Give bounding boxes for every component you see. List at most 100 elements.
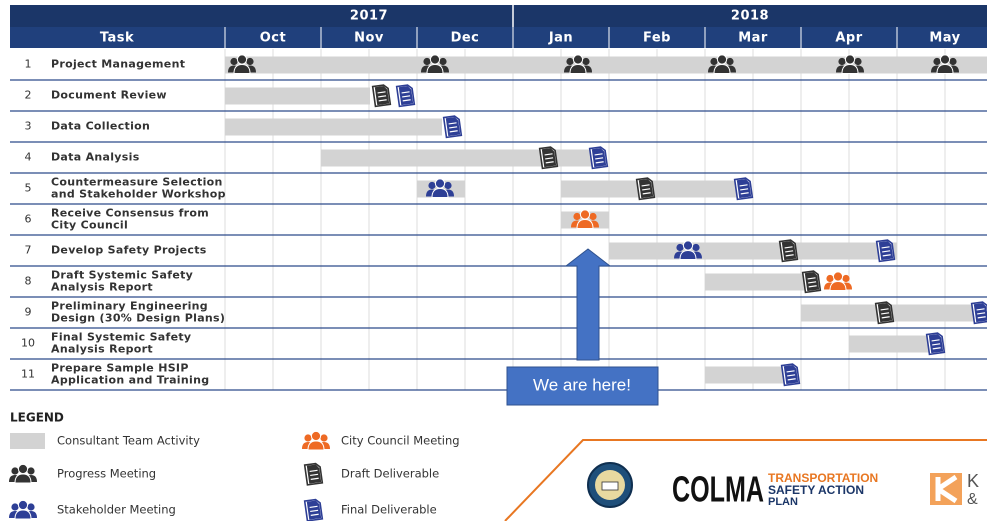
icon-head xyxy=(444,181,452,190)
icon-head xyxy=(236,54,248,65)
logo-subtitle: SAFETY ACTION xyxy=(768,483,864,497)
task-name: Preliminary Engineering xyxy=(51,300,208,313)
icon-head xyxy=(246,57,254,66)
icon-line xyxy=(808,285,817,288)
month-label: Nov xyxy=(354,31,384,46)
icon-body xyxy=(679,249,697,260)
icon-body xyxy=(713,63,731,74)
activity-bar xyxy=(801,304,987,322)
icon-head xyxy=(949,57,957,66)
icon-head xyxy=(320,434,328,442)
icon-head xyxy=(573,212,581,221)
icon-body xyxy=(569,63,587,74)
partner-k xyxy=(935,474,958,504)
icon-line xyxy=(310,513,319,516)
icon-line xyxy=(808,281,817,284)
deliverable-icon xyxy=(778,239,799,263)
legend-label: Draft Deliverable xyxy=(341,467,439,481)
year-label: 2018 xyxy=(731,9,769,24)
logo-name: COLMA xyxy=(672,469,764,510)
deliverable-icon xyxy=(538,146,559,170)
icon-line xyxy=(378,99,387,102)
partner-text: K xyxy=(967,471,979,491)
meeting-icon xyxy=(426,178,454,198)
task-name: Analysis Report xyxy=(51,343,153,356)
month-label: Jan xyxy=(548,31,573,46)
icon-line xyxy=(740,192,749,195)
month-row xyxy=(10,27,987,48)
icon-head xyxy=(710,57,718,66)
task-name: Develop Safety Projects xyxy=(51,244,207,257)
annotation-box xyxy=(506,366,659,406)
task-header: Task xyxy=(100,31,134,46)
activity-bar xyxy=(849,335,930,353)
icon-line xyxy=(882,254,891,257)
task-number: 6 xyxy=(25,213,32,226)
icon-line xyxy=(784,246,793,249)
icon-head xyxy=(939,54,951,65)
icon-head xyxy=(27,503,35,511)
meeting-icon xyxy=(302,430,330,451)
activity-bar xyxy=(225,118,442,136)
logo-frame xyxy=(504,439,987,521)
activity-bar xyxy=(609,242,897,260)
icon-line xyxy=(881,246,890,249)
icon-line xyxy=(880,308,889,311)
month-label: Mar xyxy=(738,31,768,46)
deliverable-icon xyxy=(395,84,416,108)
deliverable-icon xyxy=(442,115,463,139)
icon-line xyxy=(977,316,986,319)
task-number: 1 xyxy=(25,58,32,71)
deliverable-icon xyxy=(925,332,946,356)
month-label: Apr xyxy=(835,31,862,46)
task-name: Project Management xyxy=(51,58,185,71)
legend-label: Final Deliverable xyxy=(341,503,437,517)
icons xyxy=(228,54,987,387)
task-number: 5 xyxy=(25,182,32,195)
icon-line xyxy=(544,153,553,156)
icon-head xyxy=(439,57,447,66)
activity-bar xyxy=(705,366,790,384)
task-name: Prepare Sample HSIP xyxy=(51,362,189,375)
icon-line xyxy=(310,473,319,477)
task-labels: 1 Project Management 2 Document Review 3 Data… xyxy=(21,58,226,387)
icon-line xyxy=(309,469,318,473)
legend-title: LEGEND xyxy=(10,411,64,425)
icon-head xyxy=(582,57,590,66)
partner-text: & xyxy=(967,491,978,508)
task-number: 9 xyxy=(25,306,32,319)
activity-bar xyxy=(705,273,812,291)
activity-bar xyxy=(225,87,370,105)
icon-head xyxy=(423,57,431,66)
month-label: May xyxy=(929,31,960,46)
icon-head xyxy=(429,54,441,65)
icon-head xyxy=(310,430,322,442)
month-label: Feb xyxy=(643,31,671,46)
icon-head xyxy=(434,178,446,189)
icon-line xyxy=(740,188,749,191)
task-name: City Council xyxy=(51,219,128,232)
icon-head xyxy=(832,271,844,282)
icon-head xyxy=(826,274,834,283)
icon-head xyxy=(726,57,734,66)
icon-line xyxy=(449,126,458,129)
icon-head xyxy=(17,499,29,511)
meeting-icon xyxy=(708,54,736,74)
task-number: 4 xyxy=(25,151,32,164)
icon-head xyxy=(27,467,35,475)
icon-head xyxy=(11,503,19,511)
icon-line xyxy=(642,192,651,195)
task-number: 2 xyxy=(25,89,32,102)
task-name: Application and Training xyxy=(51,374,209,387)
year-row xyxy=(10,5,987,27)
icon-line xyxy=(378,95,387,98)
task-name: Document Review xyxy=(51,89,167,102)
icon-body xyxy=(14,473,32,484)
icon-line xyxy=(448,122,457,125)
activity-bar xyxy=(225,56,987,74)
icon-line xyxy=(545,161,554,164)
meeting-icon xyxy=(571,209,599,229)
icon-head xyxy=(716,54,728,65)
icon-head xyxy=(842,274,850,283)
